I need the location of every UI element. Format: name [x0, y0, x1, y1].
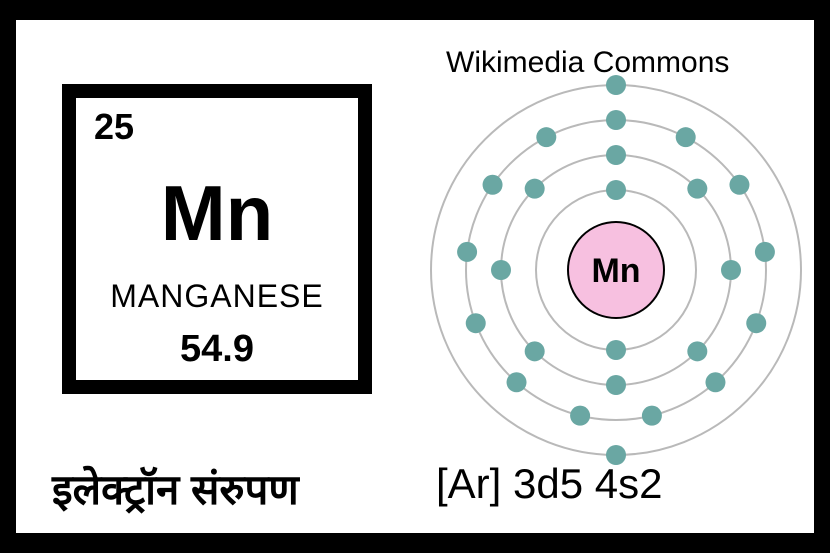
electron-config-value: [Ar] 3d5 4s2: [436, 460, 662, 508]
periodic-element-tile: 25 Mn MANGANESE 54.9: [62, 84, 372, 394]
electron-shell-diagram: Mn: [416, 70, 816, 470]
element-symbol: Mn: [76, 168, 358, 259]
electron-config-label: इलेक्ट्रॉन संरुपण: [52, 460, 299, 517]
element-name: MANGANESE: [76, 278, 358, 315]
svg-text:Mn: Mn: [591, 252, 640, 290]
atomic-mass: 54.9: [76, 328, 358, 371]
diagram-canvas: 25 Mn MANGANESE 54.9 Wikimedia Commons M…: [16, 20, 814, 533]
atomic-number: 25: [94, 106, 134, 148]
